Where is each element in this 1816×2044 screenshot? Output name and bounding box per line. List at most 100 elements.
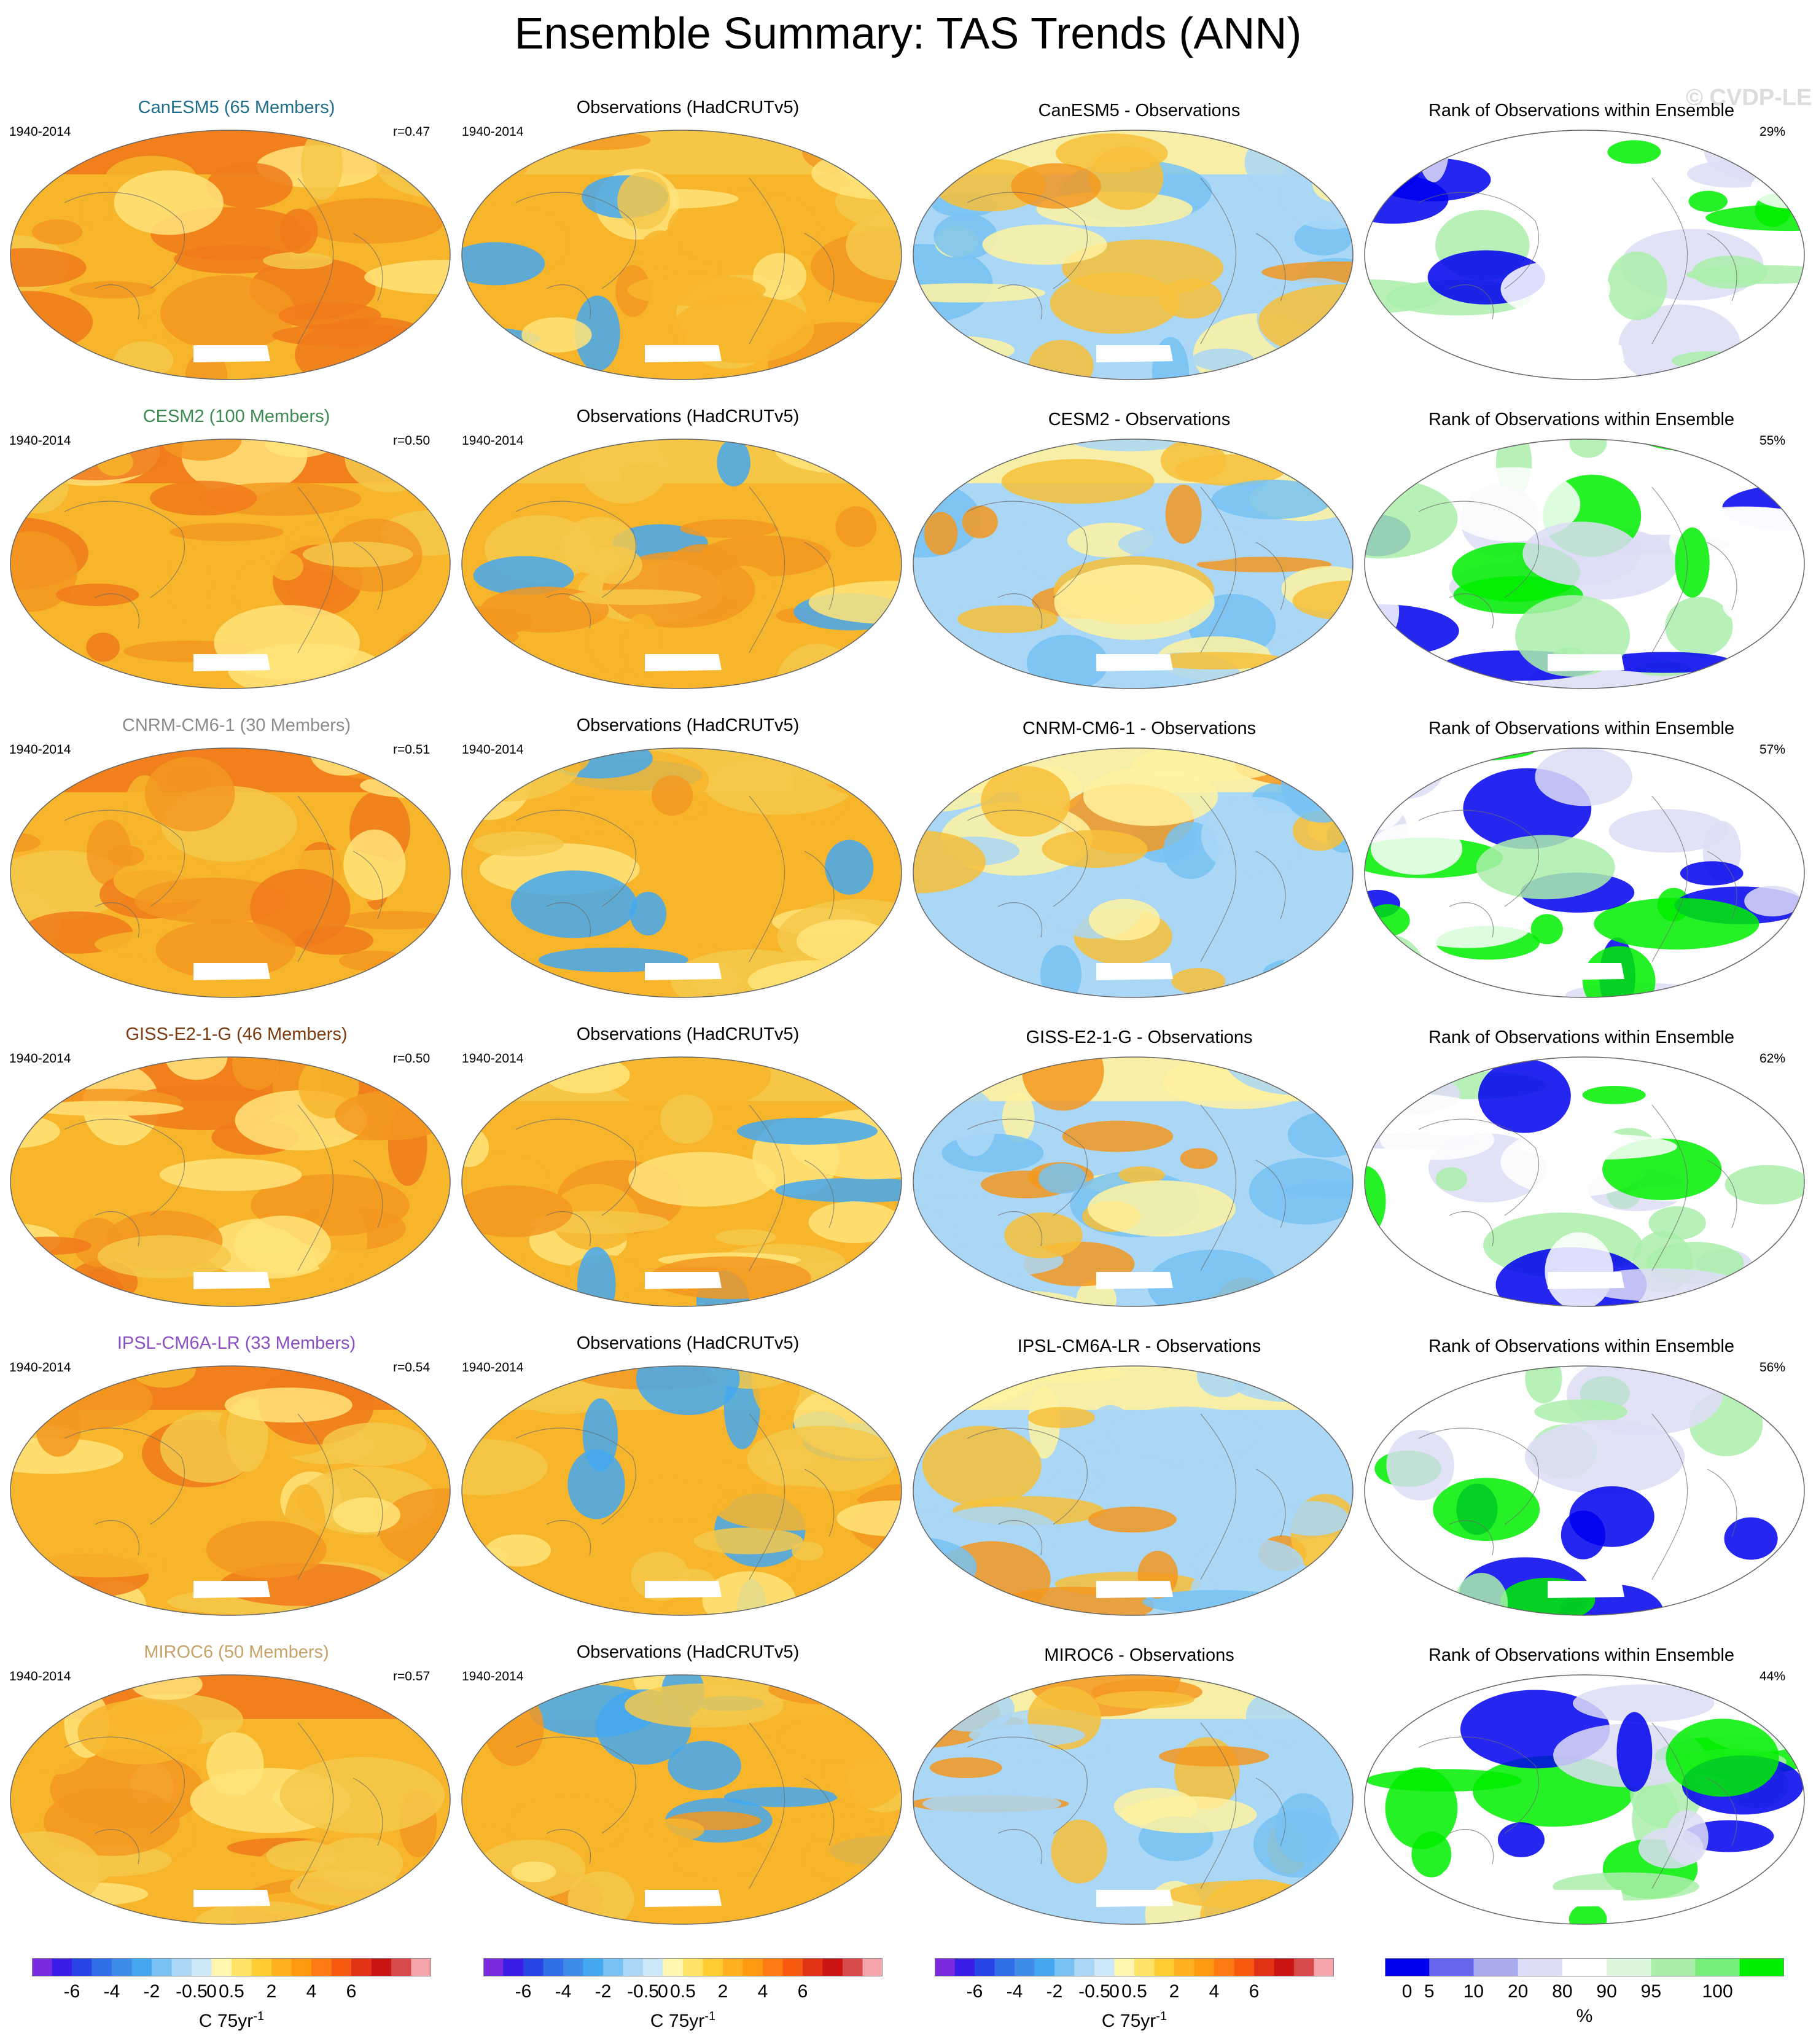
colorbar-tick-label: -6	[966, 1981, 983, 2002]
rank-percent: 56%	[1759, 1360, 1786, 1375]
period-label: 1940-2014	[462, 434, 524, 448]
colorbar-tick-label: -0.5	[627, 1981, 659, 2002]
missing-data-region	[1548, 1272, 1624, 1289]
missing-data-region	[1548, 1581, 1624, 1598]
coastline	[64, 177, 383, 345]
map-region	[1253, 1811, 1340, 1878]
missing-data-region	[645, 345, 722, 362]
period-label: 1940-2014	[9, 1669, 71, 1683]
colorbar-swatch	[954, 1958, 975, 1976]
unit-superscript: -1	[253, 2010, 265, 2023]
colorbar-swatch	[291, 1958, 312, 1976]
period-label: 1940-2014	[462, 1360, 524, 1375]
map-region	[462, 1880, 501, 1924]
rank-percent: 44%	[1759, 1669, 1786, 1683]
map-region	[10, 1678, 32, 1741]
map-outline	[461, 1056, 902, 1307]
map-region	[627, 274, 766, 306]
map-outline	[1364, 747, 1805, 998]
map-region	[625, 1683, 784, 1728]
map-outline	[10, 1056, 451, 1307]
colorbar-swatch	[131, 1958, 152, 1976]
map-region	[168, 544, 212, 624]
map-region	[1666, 1718, 1779, 1797]
map-region	[79, 193, 112, 227]
colorbar-tick-label: -4	[103, 1981, 120, 2002]
rank-panel-title: Rank of Observations within Ensemble	[1428, 1645, 1735, 1665]
map-region	[825, 840, 874, 895]
map-region	[828, 362, 882, 380]
map-region	[368, 439, 450, 469]
colorbar-swatch	[1134, 1958, 1155, 1976]
colorbar-swatch	[1274, 1958, 1295, 1976]
diff-trend-colorbar	[935, 1958, 1334, 1976]
rank-percent: 62%	[1759, 1051, 1786, 1066]
map-region	[1001, 1366, 1125, 1383]
correlation-label: r=0.57	[393, 1669, 431, 1683]
colorbar-tick-label: 5	[1424, 1981, 1435, 2002]
colorbar-tick-label: 6	[346, 1981, 357, 2002]
colorbar-swatch	[1385, 1958, 1430, 1976]
coastline	[64, 1722, 383, 1889]
missing-data-region	[193, 1272, 270, 1289]
colorbar-unit: C 75yr-1	[1102, 2006, 1167, 2032]
map-region	[1669, 507, 1804, 577]
map-region	[1121, 1796, 1257, 1833]
map-region	[302, 541, 413, 568]
colorbar-swatch	[1429, 1958, 1474, 1976]
period-label: 1940-2014	[462, 1051, 524, 1066]
colorbar-swatch	[1234, 1958, 1255, 1976]
missing-data-region	[645, 1890, 722, 1907]
map-region	[1665, 596, 1733, 657]
map-region	[1720, 762, 1804, 782]
map-region	[181, 439, 308, 496]
map-region	[1292, 580, 1353, 622]
unit-text: C 75yr	[198, 2011, 254, 2031]
colorbar-unit: C 75yr-1	[650, 2006, 715, 2032]
map-region	[1365, 1584, 1442, 1615]
map-region	[39, 1550, 167, 1578]
colorbar-swatch	[152, 1958, 172, 1976]
colorbar-swatch	[92, 1958, 112, 1976]
map-region	[1026, 634, 1109, 688]
colorbar-tick-label: 6	[797, 1981, 808, 2002]
map-region	[1051, 1819, 1108, 1884]
coastline	[967, 177, 1286, 345]
colorbar-swatch	[503, 1958, 524, 1976]
map-region	[1180, 1148, 1218, 1169]
coastline	[515, 1722, 835, 1889]
coastline	[1418, 1104, 1737, 1271]
missing-data-region	[1096, 1581, 1173, 1598]
model-trend-colorbar	[32, 1958, 431, 1976]
map-region	[1331, 932, 1353, 972]
colorbar-tick-label: -2	[143, 1981, 160, 2002]
model-panel-title: MIROC6 (50 Members)	[144, 1642, 329, 1662]
map-outline	[1364, 1365, 1805, 1616]
colorbar-swatch	[1294, 1958, 1314, 1976]
map-region	[484, 1690, 544, 1766]
colorbar-tick-label: -0.5	[176, 1981, 208, 2002]
colorbar-swatch	[391, 1958, 411, 1976]
trend_model-map	[10, 439, 451, 689]
colorbar-swatch	[112, 1958, 132, 1976]
colorbar-swatch	[211, 1958, 232, 1976]
coastline	[64, 795, 383, 962]
map-region	[206, 1732, 264, 1796]
colorbar-swatch	[822, 1958, 843, 1976]
map-region	[263, 252, 333, 270]
coastline	[1418, 486, 1737, 653]
map-region	[1521, 132, 1597, 212]
missing-data-region	[1096, 1272, 1173, 1289]
map-region	[1569, 1486, 1654, 1547]
map-region	[607, 1478, 732, 1522]
map-region	[1294, 220, 1352, 256]
map-region	[359, 130, 450, 158]
obs-panel-title: Observations (HadCRUTv5)	[576, 98, 800, 117]
colorbar-tick-label: 90	[1596, 1981, 1617, 2002]
map-region	[1118, 1166, 1165, 1184]
map-region	[844, 674, 890, 688]
unit-text: C 75yr	[650, 2011, 705, 2031]
map-region	[511, 1861, 556, 1882]
colorbar-swatch	[371, 1958, 392, 1976]
unit-superscript: -1	[704, 2010, 716, 2023]
